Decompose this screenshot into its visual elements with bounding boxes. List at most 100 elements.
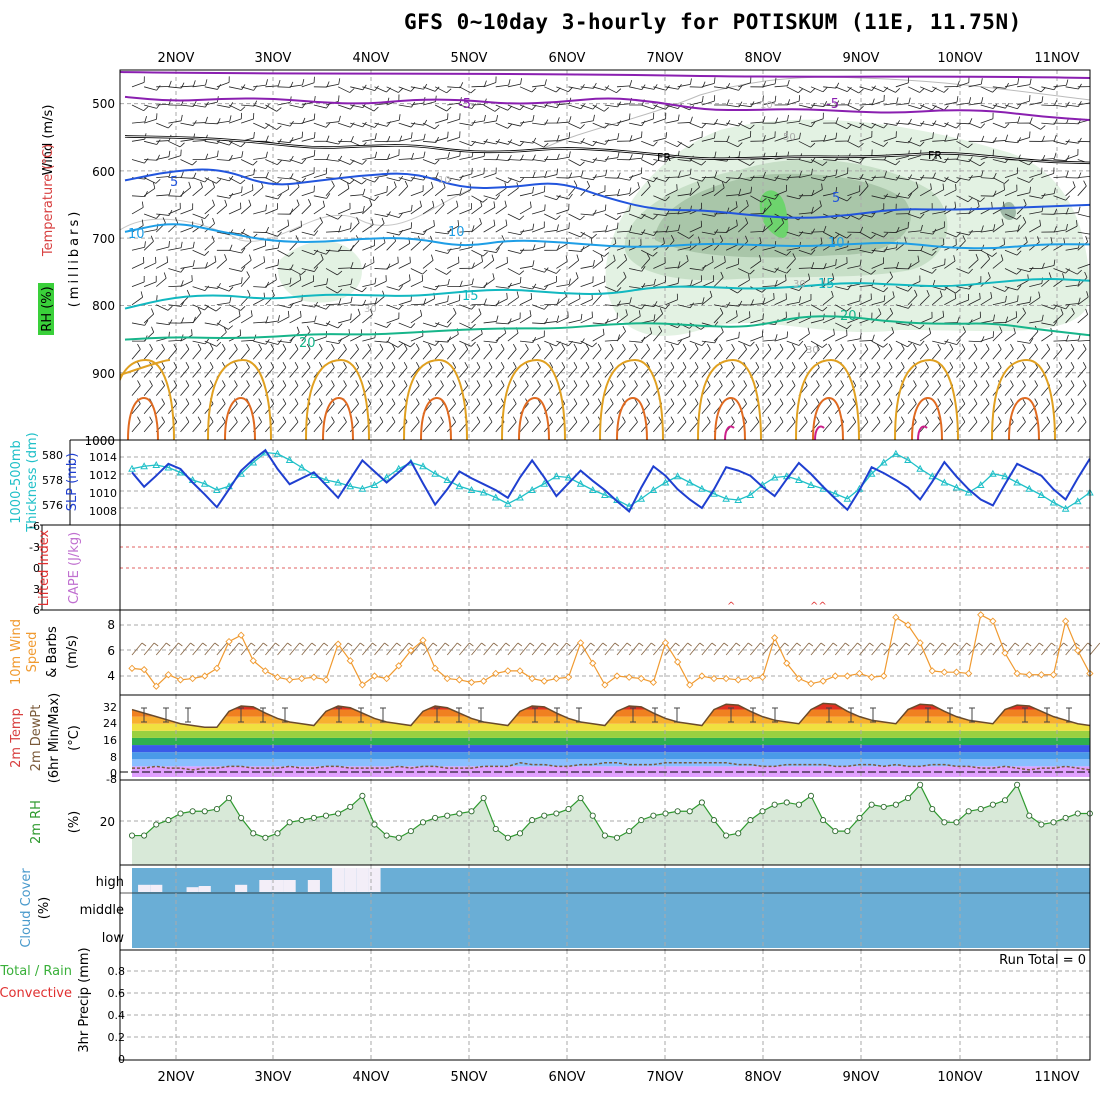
ytick: 1012: [89, 469, 117, 482]
wind-barb: [932, 189, 944, 197]
wind-barb: [253, 286, 267, 288]
wind-barb: [532, 191, 545, 197]
wind-barb: [726, 122, 739, 127]
wind10-barb: [931, 642, 943, 656]
wind10-point: [298, 674, 306, 683]
wind-barb: [616, 421, 626, 433]
wind-barb: [495, 122, 508, 129]
wind-barb: [301, 349, 311, 360]
thickness-point: [601, 490, 609, 498]
top-label: 3NOV: [255, 51, 292, 66]
wind-barb: [992, 177, 1005, 184]
wind-barb-flag: [482, 198, 488, 203]
wind-barb-flag: [322, 200, 325, 207]
wind-barb: [398, 367, 408, 378]
wind-barb: [277, 188, 289, 197]
wind-barb: [919, 86, 933, 93]
thickness-point: [370, 480, 379, 488]
wind-barb-flag: [755, 343, 760, 350]
wind-barb: [434, 421, 444, 433]
wind-barb: [798, 403, 808, 415]
isotherm-top: [120, 71, 1090, 79]
wind-barb-flag: [234, 362, 238, 368]
temp-label-2: 2m DewPt: [29, 705, 44, 772]
wind-barb: [289, 332, 300, 342]
wind-barb: [677, 159, 691, 162]
wind-barb-flag: [1053, 304, 1058, 310]
wind-barb-flag: [603, 107, 609, 112]
wind-barb-flag: [774, 267, 779, 273]
wind-barb: [192, 213, 205, 220]
wind-barb: [1065, 225, 1078, 233]
wind-label-1: 10m Wind: [9, 619, 24, 685]
wind-barb: [144, 104, 157, 109]
wind-barb-flag: [209, 362, 214, 368]
wind-barb-flag: [294, 343, 299, 350]
wind-barb: [798, 349, 808, 360]
wind-barb: [1077, 213, 1090, 218]
wind-barb: [1053, 268, 1066, 274]
temp-label-4: (°C): [67, 725, 82, 751]
wind-barb-flag: [224, 199, 228, 206]
wind10-barb: [265, 642, 276, 656]
thickness-point: [1001, 472, 1009, 480]
wind-barb: [204, 223, 215, 233]
wind-barb: [919, 403, 929, 415]
wind-barb-flag: [410, 204, 413, 211]
wind-barb: [919, 367, 929, 378]
wind-barb-flag: [617, 172, 621, 179]
wind-barb: [398, 227, 412, 233]
wind10-barb-flag: [820, 642, 826, 647]
wind-barb-flag: [296, 199, 300, 206]
ytick: 576: [42, 499, 63, 512]
wind-barb: [798, 299, 812, 306]
wind-barb: [289, 403, 299, 415]
wind-barb: [349, 349, 359, 360]
wind10-point: [528, 674, 536, 683]
wind-barb-flag: [840, 380, 844, 386]
wind10-barb: [374, 642, 385, 656]
wind-barb-flag: [532, 115, 535, 122]
wind-barb: [483, 207, 496, 215]
wind-barb: [156, 213, 170, 216]
ytick: 900: [92, 367, 115, 381]
wind-barb: [1041, 349, 1051, 360]
wind-barb-flag: [847, 135, 851, 142]
wind-barb: [750, 385, 760, 396]
wind-barb-flag: [1046, 398, 1051, 404]
wind10-barb-flag: [784, 642, 789, 647]
wind-barb: [265, 159, 278, 166]
wind-barb: [847, 349, 857, 360]
wind-barb: [1004, 213, 1017, 220]
wind-barb: [616, 302, 630, 306]
wind-barb: [410, 102, 424, 106]
wind-barb: [253, 340, 266, 345]
slp-yticks-left: 580 578 576: [42, 449, 63, 512]
wind-barb: [847, 122, 860, 129]
wind-barb-flag: [714, 171, 718, 178]
wind-barb-flag: [1016, 214, 1022, 220]
wind-barb-flag: [561, 380, 566, 386]
wind-barb-flag: [1096, 217, 1099, 222]
wind10-point: [576, 639, 585, 647]
wind-barb: [544, 340, 557, 347]
rh-point: [577, 795, 584, 802]
wind-barb-flag: [313, 149, 316, 156]
wind-barb: [349, 314, 361, 324]
wind-barb: [143, 385, 153, 396]
wind-barb: [859, 136, 872, 142]
wind-barb: [738, 192, 751, 197]
wind-barb: [798, 421, 808, 433]
wind-barb: [847, 104, 860, 111]
wind-barb: [604, 194, 618, 197]
temp-label-1: 2m Temp: [9, 708, 24, 768]
wind-barb: [677, 211, 691, 215]
wind10-barb-flag: [262, 642, 268, 647]
rh-point: [262, 834, 269, 841]
wind-barb: [362, 138, 376, 142]
wind-barb: [956, 212, 970, 215]
wind-barb: [422, 241, 433, 251]
wind-barb-flag: [1041, 262, 1045, 269]
wind-barb-flag: [954, 292, 957, 299]
wind-barb: [240, 315, 253, 324]
